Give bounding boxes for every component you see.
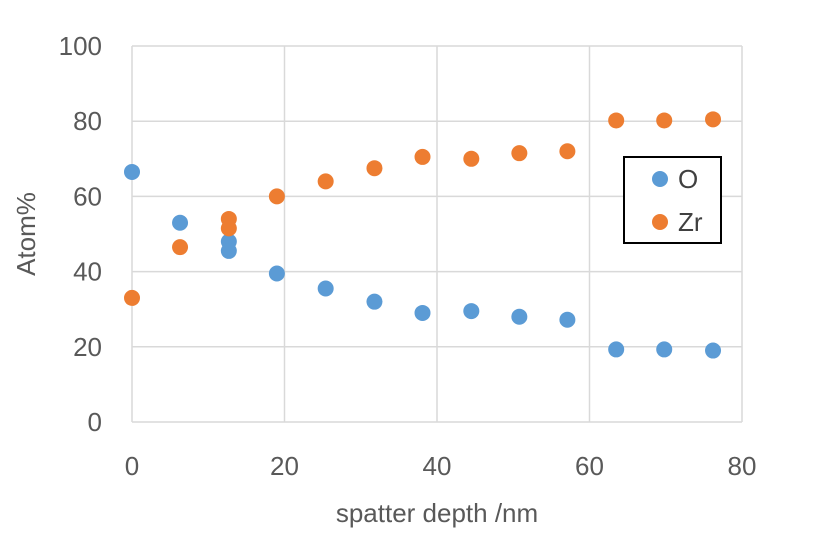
data-point-zr — [414, 148, 431, 165]
legend-marker-zr — [652, 214, 668, 230]
x-tick-label: 40 — [423, 451, 452, 481]
x-tick-label: 20 — [270, 451, 299, 481]
legend: O Zr — [623, 156, 722, 244]
legend-box — [623, 156, 722, 244]
data-point-o — [317, 280, 334, 297]
data-point-zr — [559, 143, 576, 160]
data-point-o — [268, 265, 285, 282]
grid-lines — [131, 45, 743, 423]
data-point-zr — [317, 173, 334, 190]
data-point-zr — [656, 112, 673, 129]
data-point-o — [220, 242, 237, 259]
data-point-zr — [463, 150, 480, 167]
series-zr — [124, 111, 722, 306]
data-point-o — [463, 303, 480, 320]
y-tick-label: 0 — [88, 407, 102, 437]
y-tick-label: 80 — [73, 106, 102, 136]
data-points — [124, 111, 722, 359]
x-tick-labels: 0 20 40 60 80 — [125, 451, 757, 481]
data-point-zr — [124, 289, 140, 306]
y-tick-label: 40 — [73, 257, 102, 287]
data-point-zr — [172, 239, 189, 256]
data-point-zr — [511, 145, 528, 162]
x-axis-title: spatter depth /nm — [336, 498, 538, 528]
data-point-o — [124, 163, 140, 180]
data-point-o — [608, 341, 625, 358]
x-tick-label: 0 — [125, 451, 139, 481]
data-point-zr — [268, 188, 285, 205]
y-tick-labels: 0 20 40 60 80 100 — [59, 31, 102, 437]
data-point-o — [172, 214, 189, 231]
series-o — [124, 163, 722, 359]
y-tick-label: 20 — [73, 332, 102, 362]
legend-label-zr: Zr — [678, 207, 703, 237]
data-point-o — [656, 341, 673, 358]
y-axis-title: Atom% — [11, 192, 41, 276]
data-point-o — [414, 304, 431, 321]
x-tick-label: 60 — [575, 451, 604, 481]
data-point-o — [366, 293, 383, 310]
y-tick-label: 100 — [59, 31, 102, 61]
legend-label-o: O — [678, 164, 698, 194]
x-tick-label: 80 — [728, 451, 757, 481]
data-point-zr — [705, 111, 722, 128]
y-tick-label: 60 — [73, 181, 102, 211]
data-point-zr — [366, 160, 383, 177]
data-point-o — [705, 342, 722, 359]
data-point-zr — [220, 220, 237, 237]
legend-marker-o — [652, 171, 668, 187]
data-point-zr — [608, 112, 625, 129]
data-point-o — [559, 311, 576, 328]
data-point-o — [511, 308, 528, 325]
